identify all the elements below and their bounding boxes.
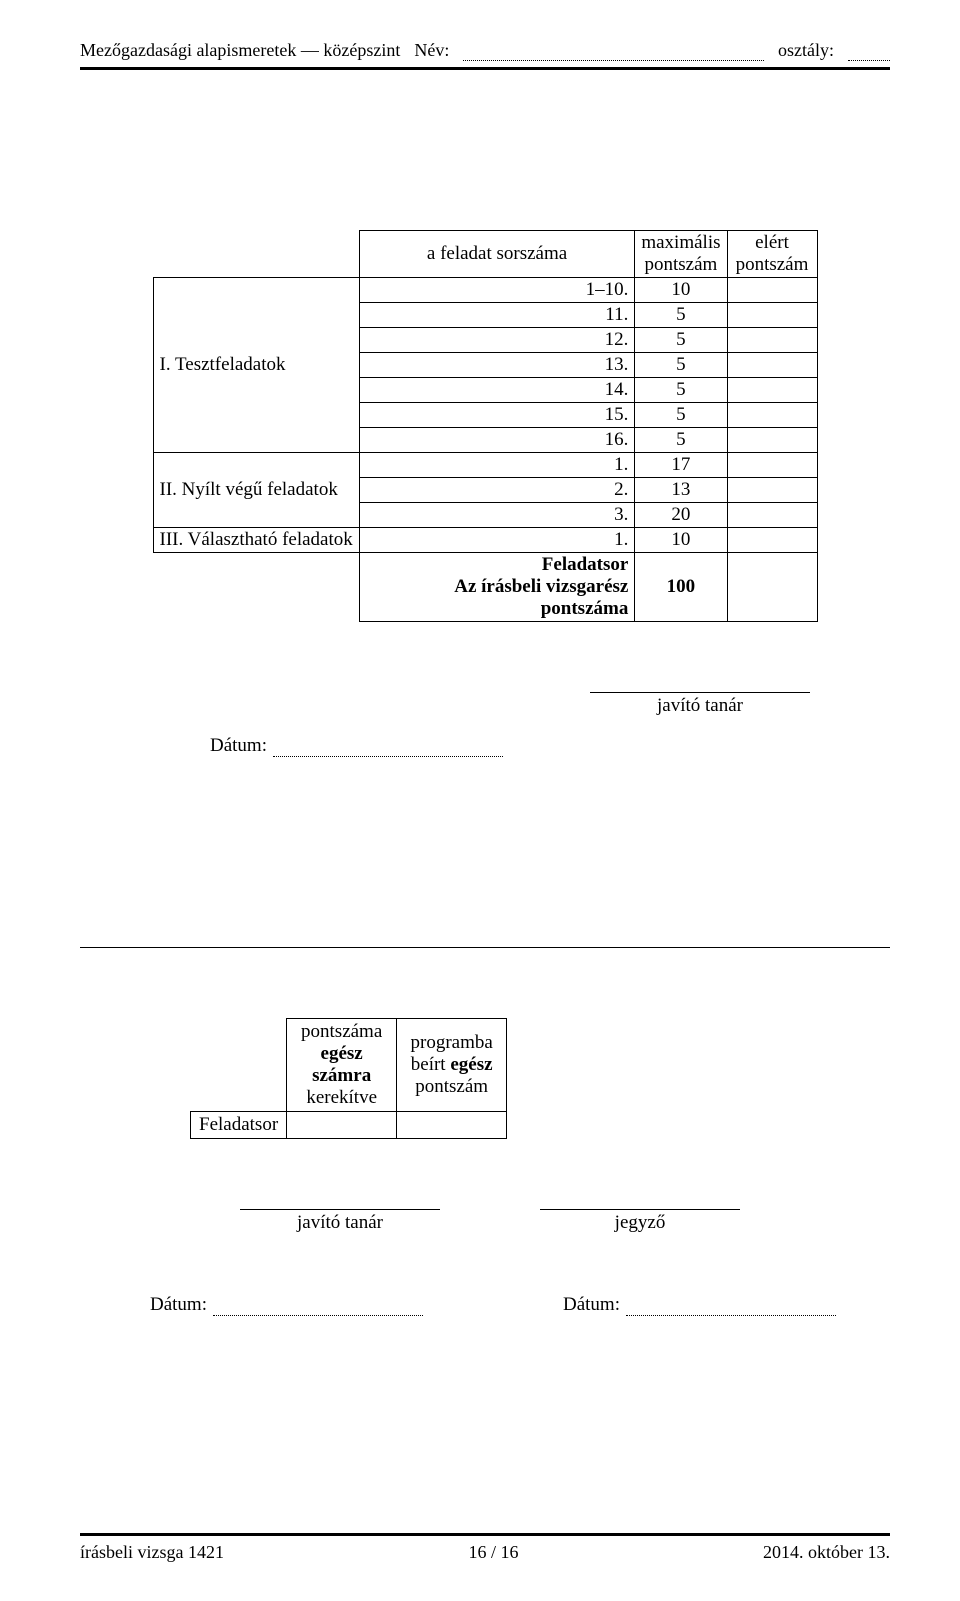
footer-right: 2014. október 13. <box>763 1542 890 1563</box>
signature-label: javító tanár <box>657 695 743 716</box>
table-row: I. Tesztfeladatok 1–10. 10 <box>153 278 817 303</box>
table-row: II. Nyílt végű feladatok 1. 17 <box>153 453 817 478</box>
section-label: I. Tesztfeladatok <box>153 278 359 453</box>
signature-pair: javító tanár jegyző <box>80 1209 890 1234</box>
date-blank <box>213 1297 423 1316</box>
signature-line: javító tanár <box>590 692 810 717</box>
page-footer: írásbeli vizsga 1421 16 / 16 2014. októb… <box>80 1533 890 1563</box>
date-row: Dátum: <box>80 735 890 757</box>
date-label: Dátum: <box>210 735 267 757</box>
date-label: Dátum: <box>150 1294 207 1316</box>
score-table: a feladat sorszáma maximális pontszám el… <box>153 230 818 622</box>
signature-label: javító tanár <box>297 1212 383 1233</box>
date-label: Dátum: <box>563 1294 620 1316</box>
col-max-points: maximális pontszám <box>635 231 727 278</box>
signature-block: javító tanár <box>80 692 890 717</box>
section-label: II. Nyílt végű feladatok <box>153 453 359 528</box>
footer-left: írásbeli vizsga 1421 <box>80 1542 224 1563</box>
entry-table: pontszáma egész számra kerekítve program… <box>190 1018 507 1139</box>
signature-line: jegyző <box>540 1209 740 1234</box>
subject-title: Mezőgazdasági alapismeretek — középszint <box>80 40 400 61</box>
total-label: Feladatsor Az írásbeli vizsgarész pontsz… <box>359 553 635 622</box>
date-blank <box>626 1297 836 1316</box>
footer-rule <box>80 1533 890 1536</box>
header-rule <box>80 67 890 70</box>
class-label: osztály: <box>778 40 834 61</box>
table-row: Feladatsor <box>191 1112 507 1139</box>
col-achieved-points: elért pontszám <box>727 231 817 278</box>
col-task-number: a feladat sorszáma <box>359 231 635 278</box>
page-header: Mezőgazdasági alapismeretek — középszint… <box>80 40 890 61</box>
mid-rule <box>80 947 890 948</box>
row-label: Feladatsor <box>191 1112 287 1139</box>
col-entered: programba beírt egész pontszám <box>397 1019 507 1112</box>
col-rounded: pontszáma egész számra kerekítve <box>287 1019 397 1112</box>
class-blank <box>848 42 890 61</box>
date-pair: Dátum: Dátum: <box>80 1294 890 1316</box>
name-blank <box>463 42 764 61</box>
score-table-head: a feladat sorszáma maximális pontszám el… <box>153 231 817 278</box>
total-row: Feladatsor Az írásbeli vizsgarész pontsz… <box>153 553 817 622</box>
section-label: III. Választható feladatok <box>153 528 359 553</box>
footer-center: 16 / 16 <box>468 1542 518 1563</box>
date-blank <box>273 738 503 757</box>
signature-line: javító tanár <box>240 1209 440 1234</box>
table-row: III. Választható feladatok 1. 10 <box>153 528 817 553</box>
signature-label: jegyző <box>615 1212 666 1233</box>
name-label: Név: <box>414 40 449 61</box>
